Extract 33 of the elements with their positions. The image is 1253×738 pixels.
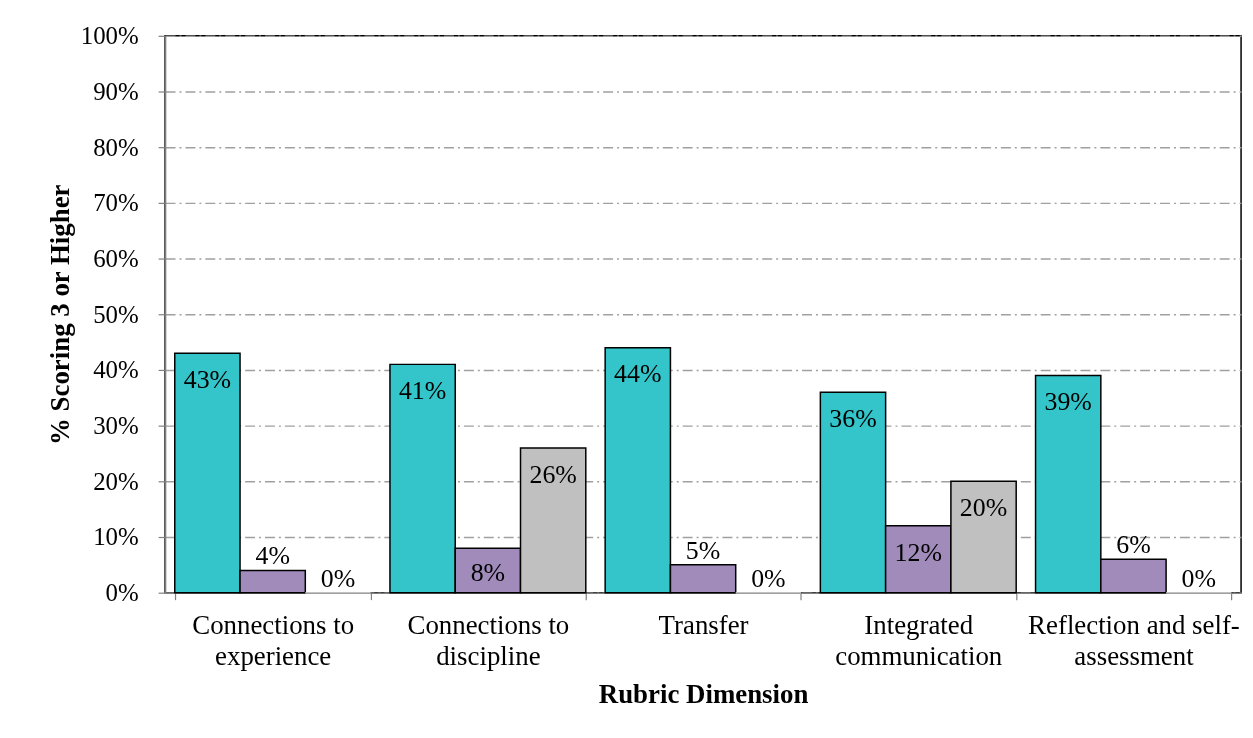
data-label: 12% xyxy=(894,537,942,567)
data-label: 44% xyxy=(614,359,662,389)
data-label: 0% xyxy=(751,563,786,593)
data-label: 41% xyxy=(398,376,447,406)
y-tick-label: 60% xyxy=(93,245,139,273)
y-tick-label: 10% xyxy=(93,523,139,551)
data-label: 5% xyxy=(685,535,721,565)
data-label: 26% xyxy=(529,459,577,489)
x-tick-label: Transfer xyxy=(658,609,749,640)
data-label: 43% xyxy=(183,365,232,395)
data-label: 6% xyxy=(1116,530,1151,560)
x-tick-label: Reflection and self-assessment xyxy=(1028,609,1240,671)
x-tick-label: Connections to discipline xyxy=(407,609,570,671)
y-tick-label: 30% xyxy=(93,412,139,440)
y-tick-label: 0% xyxy=(105,579,139,607)
y-tick-label: 50% xyxy=(93,300,139,328)
y-tick-label: 20% xyxy=(93,467,139,495)
y-axis-title: % Scoring 3 or Higher xyxy=(44,184,75,445)
data-label: 0% xyxy=(320,563,356,593)
data-label: 4% xyxy=(255,541,290,571)
y-tick-label: 100% xyxy=(80,22,139,50)
x-tick-label: Integrated communication xyxy=(835,609,1003,671)
y-tick-label: 40% xyxy=(93,356,139,384)
y-tick-label: 90% xyxy=(93,77,139,105)
data-label: 36% xyxy=(829,404,877,434)
data-label: 0% xyxy=(1181,563,1216,593)
x-axis-title: Rubric Dimension xyxy=(598,678,809,709)
data-label: 39% xyxy=(1044,387,1092,417)
data-label: 20% xyxy=(959,493,1008,523)
y-tick-label: 70% xyxy=(93,189,139,217)
y-tick-label: 80% xyxy=(93,133,139,161)
x-tick-label: Connections to experience xyxy=(192,609,355,671)
data-label: 8% xyxy=(470,557,506,587)
